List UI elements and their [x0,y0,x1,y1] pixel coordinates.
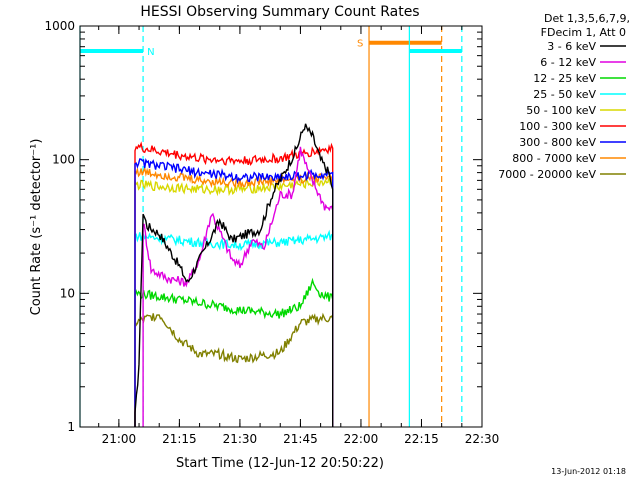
legend-label: 25 - 50 keV [533,88,596,101]
x-tick-label: 21:00 [102,432,137,446]
series-line-2 [134,277,334,427]
series-layer [134,123,334,427]
x-tick-label: 21:45 [283,432,318,446]
legend-label: 12 - 25 keV [533,72,596,85]
legend-label: 100 - 300 keV [519,120,596,133]
series-line-8 [134,312,334,427]
x-axis-label: Start Time (12-Jun-12 20:50:22) [176,456,384,471]
series-line-4 [134,176,334,427]
x-tick-label: 22:00 [344,432,379,446]
legend: 3 - 6 keV 6 - 12 keV 12 - 25 keV 25 - 50 ke… [498,40,626,181]
series-line-7 [134,165,334,427]
series-line-6 [134,157,334,427]
series-line-1 [142,146,334,427]
flag-label: N [147,47,154,58]
y-tick-label: 1000 [44,19,75,33]
x-tick-label: 22:30 [465,432,500,446]
timestamp: 13-Jun-2012 01:18 [551,467,626,476]
series-line-3 [134,229,334,427]
x-tick-label: 21:15 [162,432,197,446]
legend-header-line-2: FDecim 1, Att 0 [541,26,626,39]
plot-frame [79,25,483,428]
legend-label: 3 - 6 keV [547,40,596,53]
y-axis: 1 10 100 1000 [44,19,482,434]
flag-label: S [357,39,363,50]
legend-label: 800 - 7000 keV [512,152,596,165]
series-line-0 [134,123,334,427]
x-tick-label: 22:15 [404,432,439,446]
flag-layer: NS [79,26,463,427]
legend-label: 50 - 100 keV [526,104,596,117]
y-axis-label: Count Rate (s⁻¹ detector⁻¹) [29,139,44,316]
x-axis: 21:00 21:15 21:30 21:45 22:00 22:15 22:30 [98,26,500,446]
legend-label: 6 - 12 keV [540,56,596,69]
y-tick-label: 1 [67,420,75,434]
legend-header-line-1: Det 1,3,5,6,7,9, [544,12,630,25]
legend-label: 7000 - 20000 keV [498,168,596,181]
y-tick-label: 100 [52,153,75,167]
x-tick-label: 21:30 [223,432,258,446]
chart-title: HESSI Observing Summary Count Rates [140,4,419,20]
legend-label: 300 - 800 keV [519,136,596,149]
y-tick-label: 10 [60,286,75,300]
